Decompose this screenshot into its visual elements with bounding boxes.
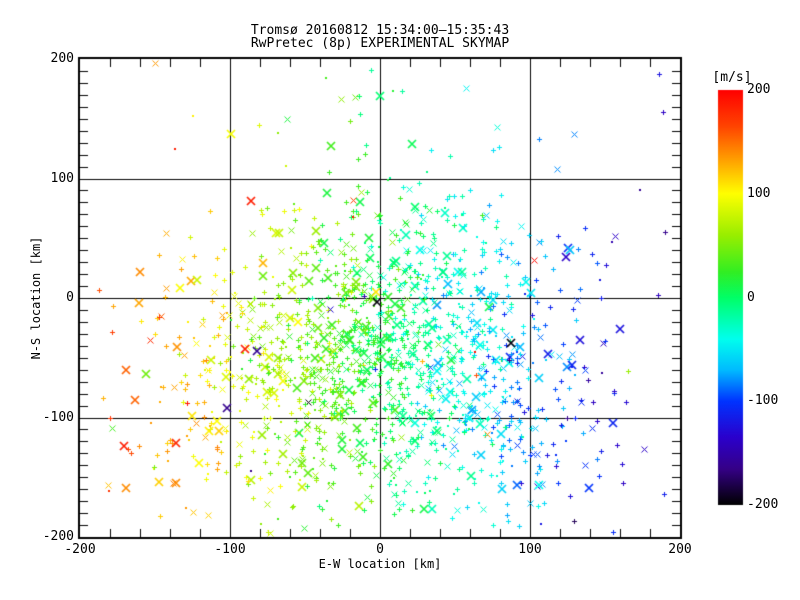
y-tick-label: -200 bbox=[42, 529, 74, 544]
x-axis-title: E-W location [km] bbox=[318, 557, 442, 571]
colorbar-tick-label: 0 bbox=[747, 289, 755, 305]
y-tick-label: 200 bbox=[50, 51, 74, 66]
x-tick-label: -100 bbox=[214, 542, 246, 557]
colorbar-title: [m/s] bbox=[712, 70, 752, 85]
colorbar-tick-label: -100 bbox=[747, 393, 779, 409]
colorbar-tick-label: 100 bbox=[747, 185, 771, 201]
y-axis-title: N-S location [km] bbox=[29, 236, 43, 360]
y-tick-label: -100 bbox=[42, 409, 74, 425]
colorbar-tick-label: 200 bbox=[747, 82, 771, 97]
x-tick-label: 0 bbox=[376, 542, 384, 557]
x-tick-label: 100 bbox=[518, 542, 542, 557]
y-tick-label: 0 bbox=[66, 290, 74, 305]
x-tick-label: 200 bbox=[668, 542, 692, 557]
y-tick-label: 100 bbox=[50, 170, 74, 186]
colorbar-tick-label: -200 bbox=[747, 497, 779, 512]
x-tick-label: -200 bbox=[64, 542, 96, 557]
